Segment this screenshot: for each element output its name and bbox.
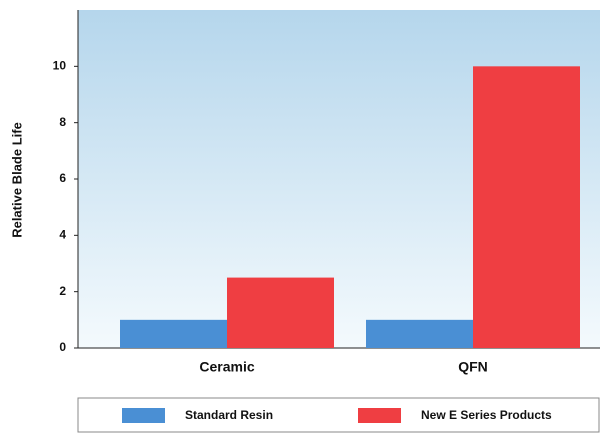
y-tick-label: 4 [59, 228, 66, 242]
bar [120, 319, 227, 348]
bar [473, 66, 580, 348]
y-tick-label: 10 [53, 59, 67, 73]
y-tick-label: 2 [59, 284, 66, 298]
legend-label: Standard Resin [185, 408, 273, 422]
y-axis-label: Relative Blade Life [9, 122, 24, 238]
bar [366, 319, 473, 348]
legend-swatch [122, 408, 165, 423]
legend-swatch [358, 408, 401, 423]
x-tick-label: Ceramic [199, 359, 254, 375]
x-tick-label: QFN [458, 359, 488, 375]
y-tick-label: 6 [59, 171, 66, 185]
y-tick-label: 0 [59, 340, 66, 354]
legend-label: New E Series Products [421, 408, 552, 422]
bar [227, 277, 334, 348]
y-tick-label: 8 [59, 115, 66, 129]
